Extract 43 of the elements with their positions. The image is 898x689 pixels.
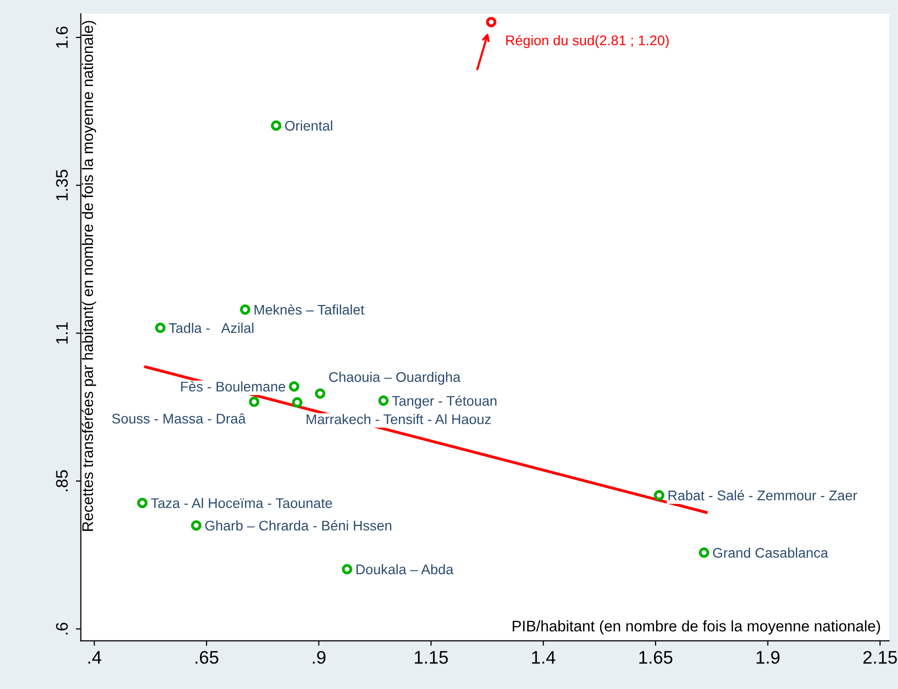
x-axis-title: PIB/habitant (en nombre de fois la moyenne nationale) — [512, 620, 880, 634]
x-tick-label: 1.65 — [639, 650, 672, 664]
y-tick-label: .85 — [56, 470, 68, 492]
annotation: Tanger - Tétouan — [392, 395, 496, 409]
y-tick-label: 1.6 — [56, 26, 68, 48]
x-tick-label: .9 — [312, 650, 326, 664]
y-axis-title: Recettes transférées par habitant( en nombre de fois la moyenne nationale) — [82, 20, 96, 531]
x-tick-label: 2.15 — [863, 650, 897, 664]
x-tick-label: 1.4 — [532, 651, 556, 664]
annotation: Oriental — [285, 120, 332, 131]
annotation: Meknès – Tafilalet — [254, 304, 364, 315]
point — [378, 395, 389, 406]
y-tick-label: 1.35 — [56, 170, 68, 200]
point — [270, 120, 282, 131]
point — [654, 490, 664, 500]
point — [288, 381, 300, 392]
point — [248, 396, 260, 408]
annotation: Grand Casablanca — [713, 548, 828, 558]
annotation: Taza - Al Hoceïma - Taounate — [150, 498, 332, 508]
x-tick-label: .4 — [88, 651, 102, 664]
point — [698, 547, 710, 558]
annotation: Région du sud(2.81 ; 1.20) — [506, 34, 669, 48]
annotation: Doukala – Abda — [356, 564, 454, 574]
point — [486, 16, 496, 28]
y-tick-label: 1.1 — [56, 322, 68, 344]
annotation: Marrakech - Tensift - Al Haouz — [306, 414, 491, 424]
annotation: Rabat - Salé - Zemmour - Zaer — [668, 490, 858, 500]
annotation: Souss - Massa - Draâ — [112, 413, 246, 424]
point — [342, 564, 352, 574]
point — [155, 322, 166, 334]
point — [191, 520, 202, 531]
annotation: Chaouia – Ouardigha — [329, 372, 461, 385]
x-tick-label: .65 — [196, 650, 218, 664]
point — [314, 388, 326, 399]
point — [292, 397, 302, 408]
point — [240, 304, 250, 315]
x-tick-label: 1.9 — [756, 650, 780, 664]
annotation: Tadla - Azilal — [168, 322, 254, 333]
annotation: Fès - Boulemane — [181, 381, 286, 392]
point — [137, 498, 148, 508]
x-tick-label: 1.15 — [414, 651, 448, 664]
annotation: Gharb – Chrarda - Béni Hssen — [205, 520, 392, 531]
y-tick-label: .6 — [56, 622, 68, 634]
